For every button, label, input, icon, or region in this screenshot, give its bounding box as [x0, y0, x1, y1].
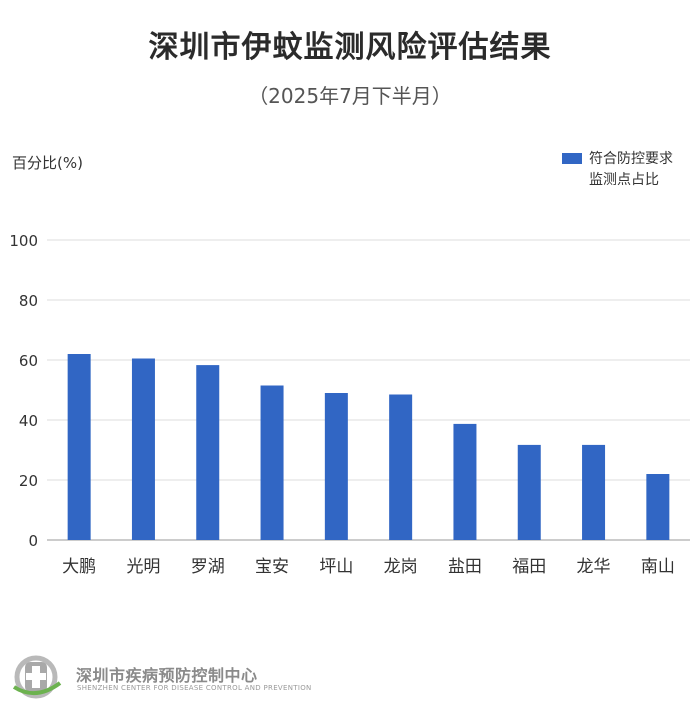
chart-title: 深圳市伊蚊监测风险评估结果	[148, 30, 552, 65]
bar	[131, 358, 155, 540]
y-tick-label: 100	[9, 232, 38, 250]
x-tick-label: 龙岗	[384, 557, 418, 577]
organization-name: 深圳市疾病预防控制中心	[76, 666, 258, 685]
x-tick-label: 罗湖	[191, 557, 225, 577]
y-tick-label: 20	[19, 472, 38, 490]
bar	[196, 365, 220, 540]
bar-chart: 0 20 40 60 80 100 大鹏 光明 罗湖 宝安 坪山 龙岗 盐田 福田 龙华 南山	[9, 232, 690, 577]
x-tick-label: 福田	[512, 557, 546, 577]
bar	[517, 444, 541, 540]
x-tick-label: 南山	[641, 557, 675, 577]
x-tick-label: 宝安	[255, 557, 289, 577]
x-tick-label: 坪山	[319, 557, 353, 577]
organization-name-english: SHENZHEN CENTER FOR DISEASE CONTROL AND …	[77, 684, 312, 692]
y-tick-label: 80	[19, 292, 38, 310]
bar	[453, 423, 477, 540]
bar	[582, 444, 606, 540]
y-tick-label: 0	[28, 532, 38, 550]
bar	[324, 393, 348, 540]
chart-subtitle: （2025年7月下半月）	[248, 84, 452, 108]
x-tick-label: 龙华	[577, 557, 611, 577]
y-tick-label: 40	[19, 412, 38, 430]
bar	[67, 354, 91, 540]
bar	[646, 474, 670, 540]
legend-label-line2: 监测点占比	[589, 172, 659, 188]
y-tick-label: 60	[19, 352, 38, 370]
x-tick-label: 盐田	[448, 557, 482, 577]
bar	[260, 385, 284, 540]
y-axis-label: 百分比(%)	[12, 154, 83, 172]
legend-swatch	[562, 153, 582, 164]
x-tick-label: 光明	[126, 557, 160, 577]
shenzhen-cdc-logo-icon	[12, 655, 62, 699]
x-tick-label: 大鹏	[62, 557, 96, 577]
chart-legend: 符合防控要求 监测点占比	[562, 149, 673, 191]
bar	[389, 394, 413, 540]
legend-label-line1: 符合防控要求	[589, 151, 673, 167]
